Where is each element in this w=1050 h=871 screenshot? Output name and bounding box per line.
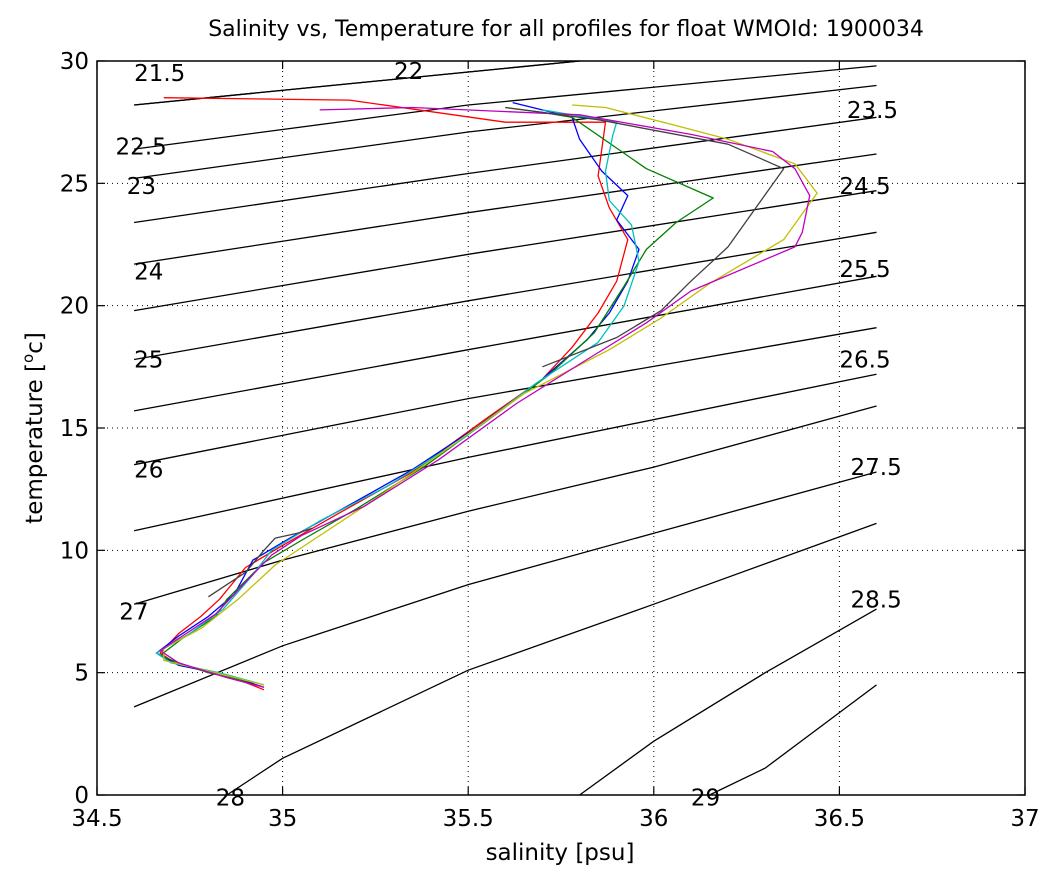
x-tick-label: 34.5 xyxy=(71,806,122,832)
x-tick-label: 36.5 xyxy=(814,806,865,832)
isopycnal-label: 22 xyxy=(394,59,423,85)
isopycnal-line xyxy=(134,84,877,180)
x-axis-label: salinity [psu] xyxy=(486,840,635,866)
y-tick-label: 30 xyxy=(60,49,89,75)
y-axis-label-unit: c] xyxy=(22,332,48,354)
y-tick-label: 0 xyxy=(74,783,89,809)
profile-line xyxy=(208,527,313,598)
x-tick-label: 36 xyxy=(639,806,668,832)
profile-line xyxy=(159,106,714,684)
y-axis-label-superscript: o xyxy=(19,354,37,363)
isopycnal-line xyxy=(133,327,877,466)
x-tick-label: 37 xyxy=(1010,806,1039,832)
y-tick-label: 5 xyxy=(74,661,89,687)
profile-series xyxy=(155,97,818,691)
grid-lines xyxy=(97,61,1025,795)
axis-ticks: 34.5 35 35.5 36 36.5 37 0 5 10 15 20 25 30 xyxy=(60,49,1040,832)
isopycnal-label: 24 xyxy=(134,259,163,285)
isopycnal-label: 25.5 xyxy=(839,257,890,283)
plot-frame xyxy=(96,60,1026,796)
isopycnal-line xyxy=(579,608,877,796)
isopycnal-line xyxy=(709,684,877,796)
isopycnal-line xyxy=(133,471,877,708)
contour-labels: 21.5 22 22.5 23 23.5 24 24.5 25 25.5 26 26.5 27 27.5… xyxy=(116,59,902,812)
isopycnal-label: 27.5 xyxy=(851,455,902,481)
chart-title: Salinity vs, Temperature for all profile… xyxy=(208,17,924,42)
isopycnal-line xyxy=(134,153,877,265)
isopycnal-label: 28 xyxy=(216,785,245,811)
isopycnal-line xyxy=(134,116,877,224)
plot-area-border xyxy=(96,60,1026,796)
isopycnal-label: 29 xyxy=(691,785,720,811)
isopycnal-label: 25 xyxy=(134,347,163,373)
isopycnal-label: 23 xyxy=(127,174,156,200)
y-tick-label: 15 xyxy=(60,416,89,442)
profile-line xyxy=(505,106,785,368)
isopycnal-line xyxy=(226,522,877,796)
isopycnal-line xyxy=(133,373,877,532)
isopycnal-line xyxy=(134,65,877,150)
profile-line xyxy=(159,106,811,688)
y-axis-label: temperature [oc] xyxy=(19,332,48,524)
y-tick-label: 20 xyxy=(60,294,89,320)
isopycnal-contours xyxy=(133,60,877,796)
x-tick-label: 35 xyxy=(268,806,297,832)
isopycnal-label: 26.5 xyxy=(839,347,890,373)
y-axis-label-main: temperature [ xyxy=(22,363,48,524)
isopycnal-label: 26 xyxy=(134,458,163,484)
y-tick-label: 10 xyxy=(60,538,89,564)
isopycnal-line xyxy=(133,275,877,412)
isopycnal-label: 22.5 xyxy=(116,135,167,161)
isopycnal-label: 21.5 xyxy=(134,61,185,87)
isopycnal-label: 27 xyxy=(119,600,148,626)
isopycnal-label: 23.5 xyxy=(847,98,898,124)
isopycnal-label: 28.5 xyxy=(851,587,902,613)
isopycnal-line xyxy=(133,231,877,361)
isopycnal-line xyxy=(133,190,877,312)
y-tick-label: 25 xyxy=(60,171,89,197)
isopycnal-line xyxy=(133,405,877,605)
isopycnal-label: 24.5 xyxy=(839,174,890,200)
x-tick-label: 35.5 xyxy=(443,806,494,832)
